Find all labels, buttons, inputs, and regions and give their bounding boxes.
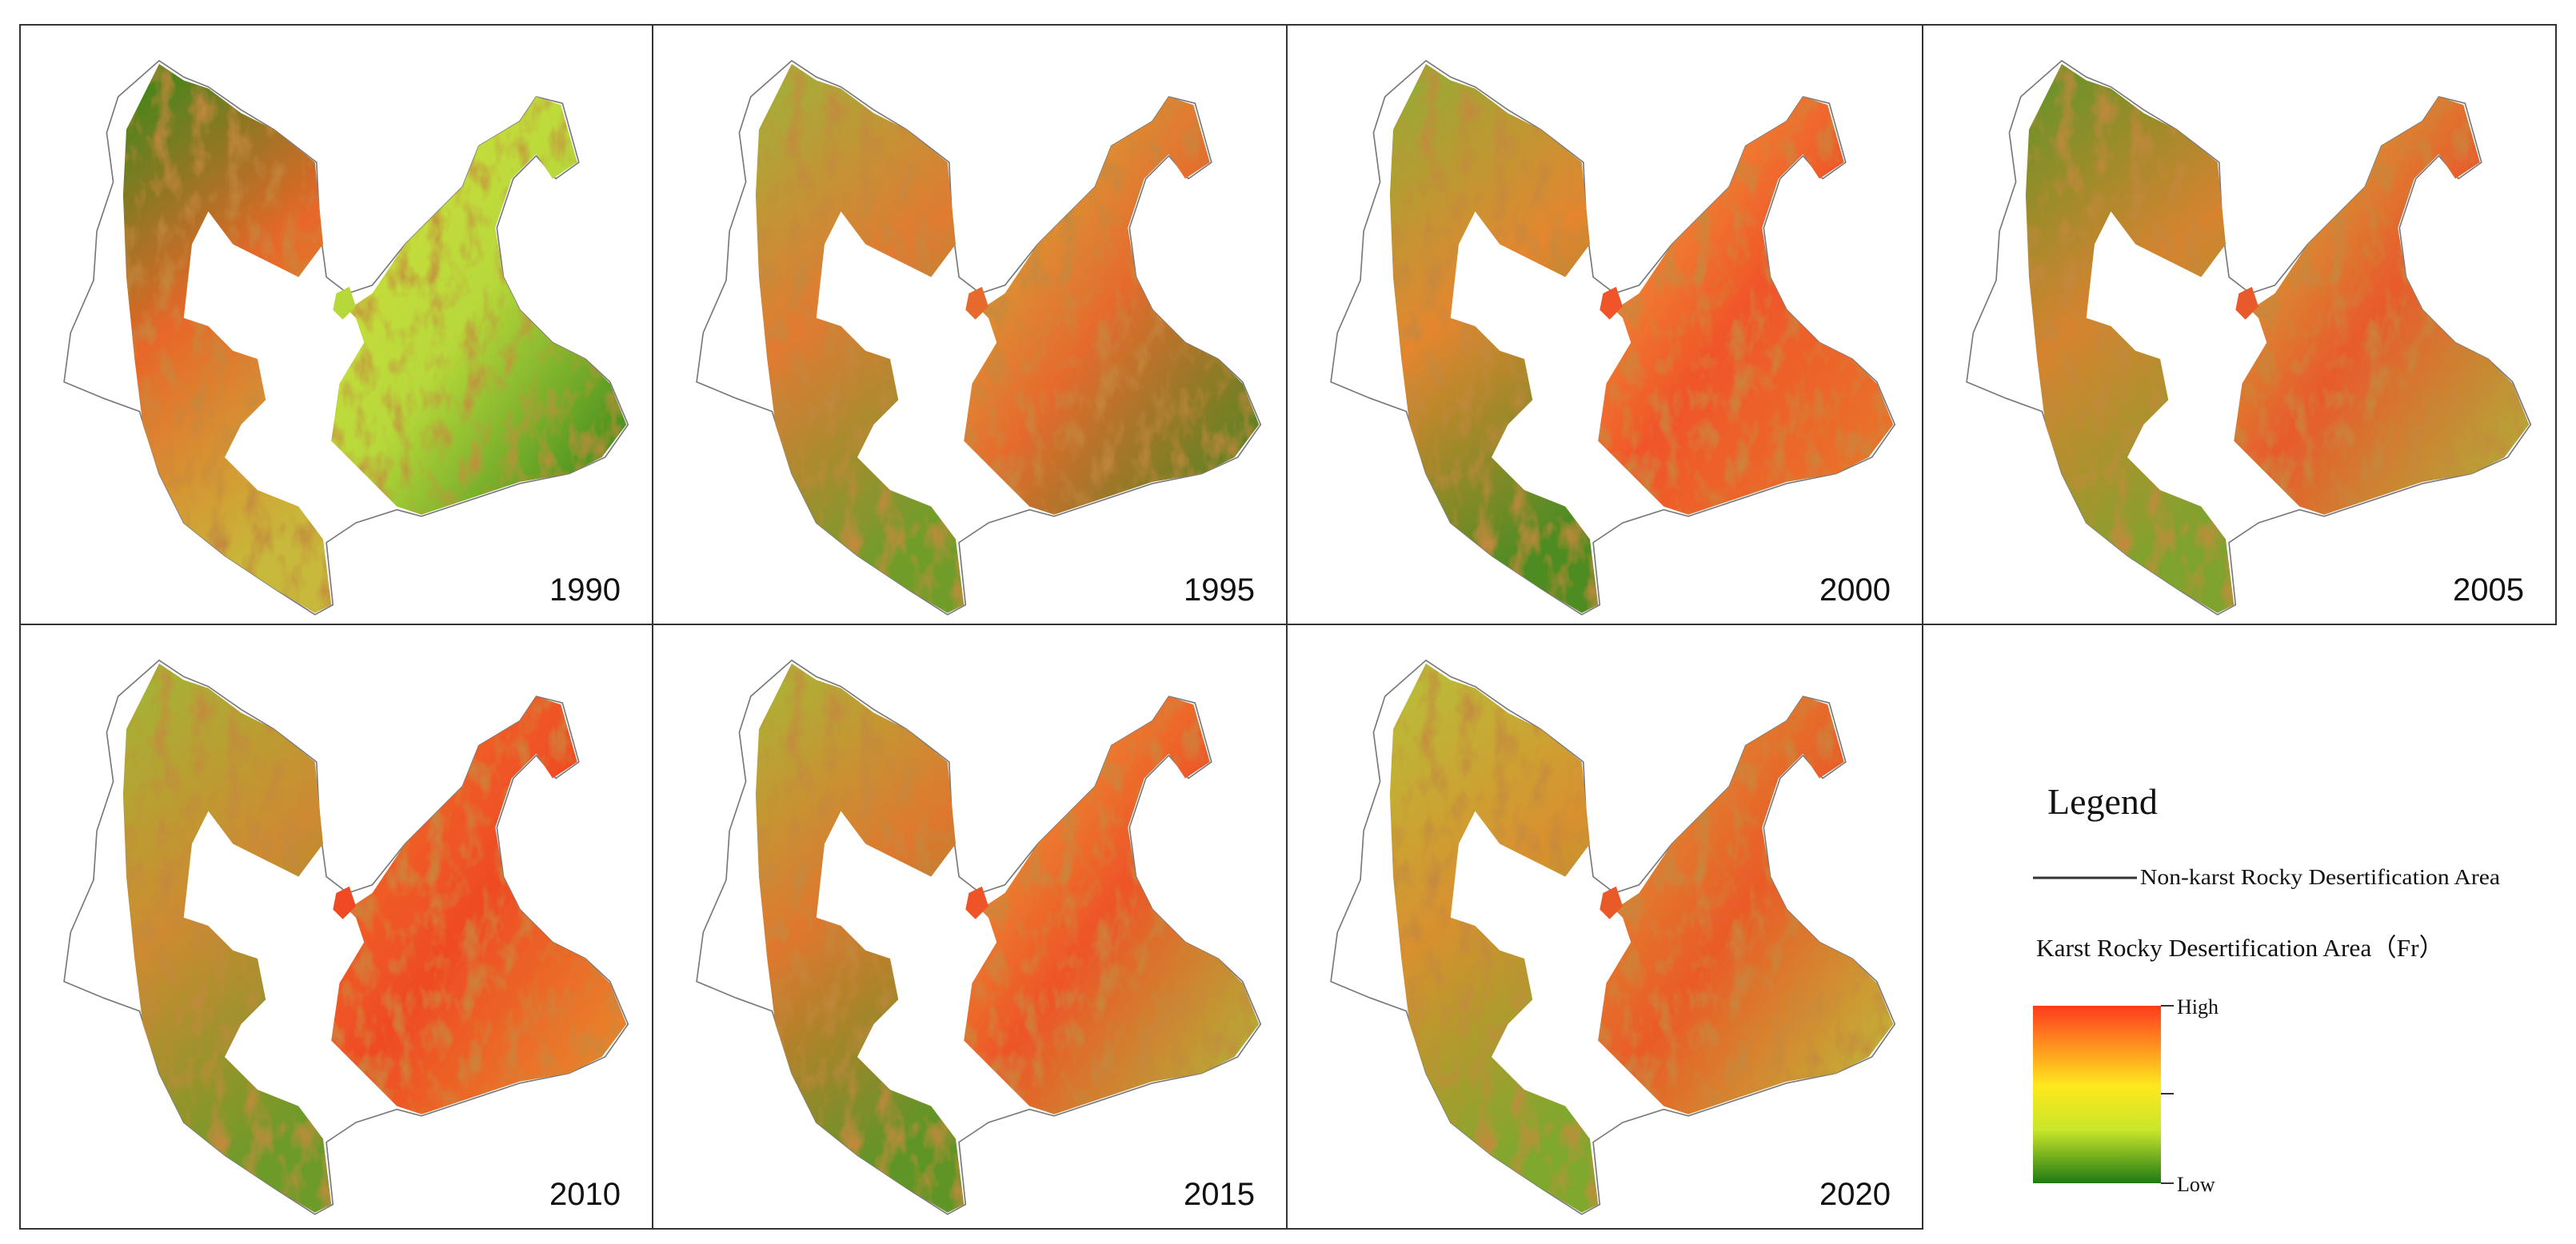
karst-area-west	[755, 64, 965, 613]
karst-area-west	[122, 64, 332, 613]
color-ramp	[2033, 1006, 2161, 1183]
map	[1330, 659, 1896, 1215]
karst-area-patch	[1600, 886, 1623, 919]
karst-area-patch	[965, 886, 988, 919]
karst-area-west	[755, 664, 965, 1213]
karst-area-east	[2234, 97, 2530, 515]
ramp-low: Low	[2177, 1173, 2215, 1196]
karst-area-east	[331, 97, 627, 515]
karst-area-patch	[333, 886, 356, 919]
map-panel: 2010	[19, 624, 653, 1230]
year-label: 1995	[1184, 572, 1255, 608]
map	[63, 59, 629, 616]
legend-line-label: Non-karst Rocky Desertification Area	[2140, 865, 2500, 889]
karst-area-east	[1598, 696, 1894, 1114]
year-label: 2000	[1819, 572, 1891, 608]
legend-ramp-label: Karst Rocky Desertification Area（Fr）	[2036, 934, 2444, 962]
karst-area-patch	[1600, 286, 1623, 320]
year-label: 2020	[1819, 1177, 1891, 1212]
map-panel: 2005	[1922, 24, 2557, 625]
karst-area-east	[331, 696, 627, 1114]
map	[1330, 59, 1896, 616]
karst-area-west	[1389, 664, 1599, 1213]
legend-title: Legend	[2047, 781, 2158, 822]
karst-area-east	[964, 97, 1260, 515]
ramp-high: High	[2177, 995, 2219, 1019]
karst-area-west	[2025, 64, 2235, 613]
year-label: 2015	[1184, 1177, 1255, 1212]
map	[696, 59, 1262, 616]
karst-area-east	[964, 696, 1260, 1114]
legend: Legend Non-karst Rocky Desertification A…	[2033, 781, 2500, 1196]
map-panel: 2020	[1286, 624, 1923, 1230]
map-panel: 1990	[19, 24, 653, 625]
map-panel: 1995	[652, 24, 1288, 625]
map-panel: 2015	[652, 624, 1288, 1230]
map	[696, 659, 1262, 1215]
year-label: 2010	[549, 1177, 621, 1212]
map-panel: 2000	[1286, 24, 1923, 625]
map	[63, 659, 629, 1215]
karst-area-west	[122, 664, 332, 1213]
year-label: 2005	[2453, 572, 2524, 608]
karst-area-patch	[2235, 286, 2258, 320]
year-label: 1990	[549, 572, 621, 608]
karst-area-patch	[965, 286, 988, 320]
karst-area-patch	[333, 286, 356, 320]
karst-area-east	[1598, 97, 1894, 515]
map	[1966, 59, 2532, 616]
karst-area-west	[1389, 64, 1599, 613]
